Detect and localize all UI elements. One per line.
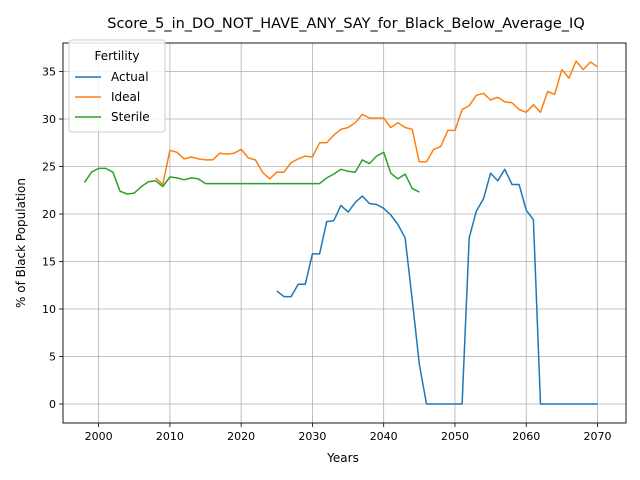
x-tick-label: 2060 (512, 430, 540, 443)
x-tick-label: 2070 (583, 430, 611, 443)
y-tick-label: 0 (49, 398, 56, 411)
legend-title: Fertility (94, 49, 139, 63)
legend-label-actual: Actual (111, 70, 149, 84)
chart-title: Score_5_in_DO_NOT_HAVE_ANY_SAY_for_Black… (107, 16, 585, 32)
y-tick-label: 5 (49, 351, 56, 364)
x-tick-label: 2000 (85, 430, 113, 443)
y-tick-label: 30 (42, 113, 56, 126)
legend-label-ideal: Ideal (111, 90, 140, 104)
x-tick-label: 2030 (298, 430, 326, 443)
y-axis-label: % of Black Population (14, 178, 28, 308)
y-tick-label: 25 (42, 161, 56, 174)
y-tick-label: 20 (42, 208, 56, 221)
x-tick-label: 2040 (370, 430, 398, 443)
x-axis-ticks: 2000 2010 2020 2030 2040 2050 2060 2070 (85, 423, 612, 443)
series-line-actual (277, 169, 598, 404)
x-tick-label: 2050 (441, 430, 469, 443)
y-axis-ticks: 0 5 10 15 20 25 30 35 (42, 66, 63, 412)
y-tick-label: 10 (42, 303, 56, 316)
series-line-ideal (156, 61, 598, 184)
y-tick-label: 35 (42, 66, 56, 79)
y-tick-label: 15 (42, 256, 56, 269)
legend-label-sterile: Sterile (111, 110, 150, 124)
legend: Fertility Actual Ideal Sterile (69, 40, 165, 132)
x-tick-label: 2020 (227, 430, 255, 443)
x-tick-label: 2010 (156, 430, 184, 443)
x-axis-label: Years (326, 451, 359, 465)
